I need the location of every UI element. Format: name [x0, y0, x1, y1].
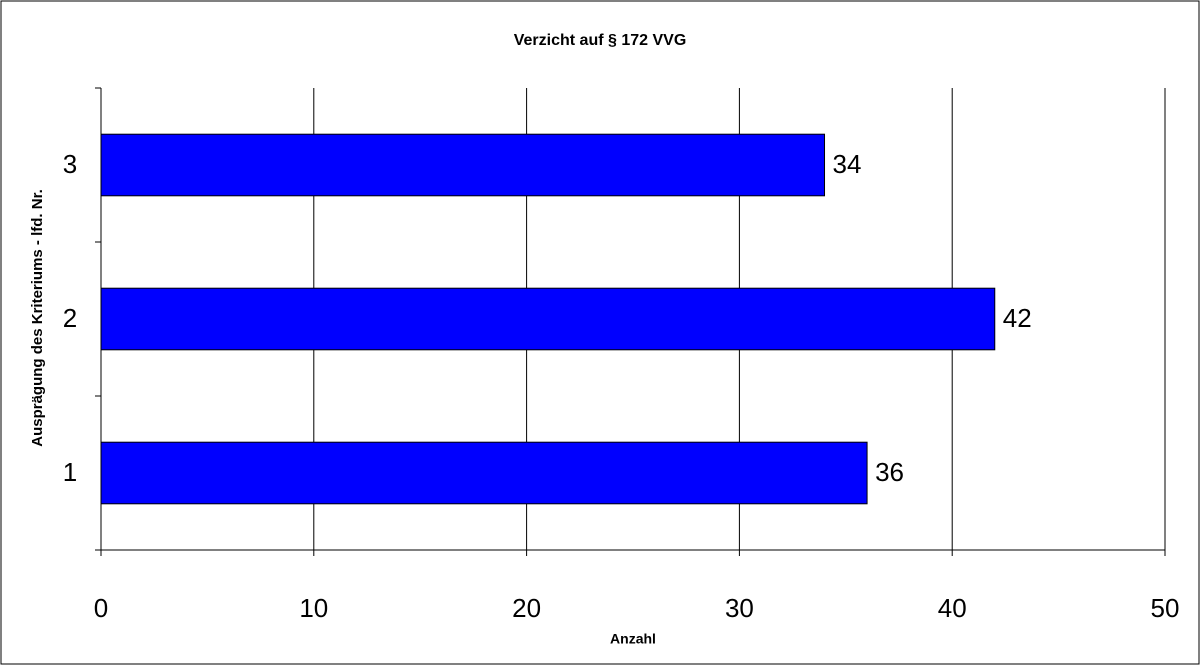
value-label: 42: [1003, 303, 1032, 333]
x-tick-label: 10: [299, 593, 328, 623]
chart-title: Verzicht auf § 172 VVG: [514, 32, 687, 49]
y-axis-label: Ausprägung des Kriteriums - lfd. Nr.: [29, 189, 46, 447]
bar: [100, 133, 826, 197]
bar: [100, 287, 996, 351]
x-tick-label: 50: [1151, 593, 1180, 623]
value-label: 34: [833, 149, 862, 179]
x-tick-label: 0: [94, 593, 108, 623]
x-tick-label: 20: [512, 593, 541, 623]
value-label: 36: [875, 457, 904, 487]
x-tick-label: 40: [938, 593, 967, 623]
y-tick-label: 1: [63, 457, 77, 487]
y-tick-label: 3: [63, 149, 77, 179]
x-axis-label: Anzahl: [610, 631, 656, 647]
bar: [100, 441, 868, 505]
x-tick-label: 30: [725, 593, 754, 623]
y-tick-label: 2: [63, 303, 77, 333]
